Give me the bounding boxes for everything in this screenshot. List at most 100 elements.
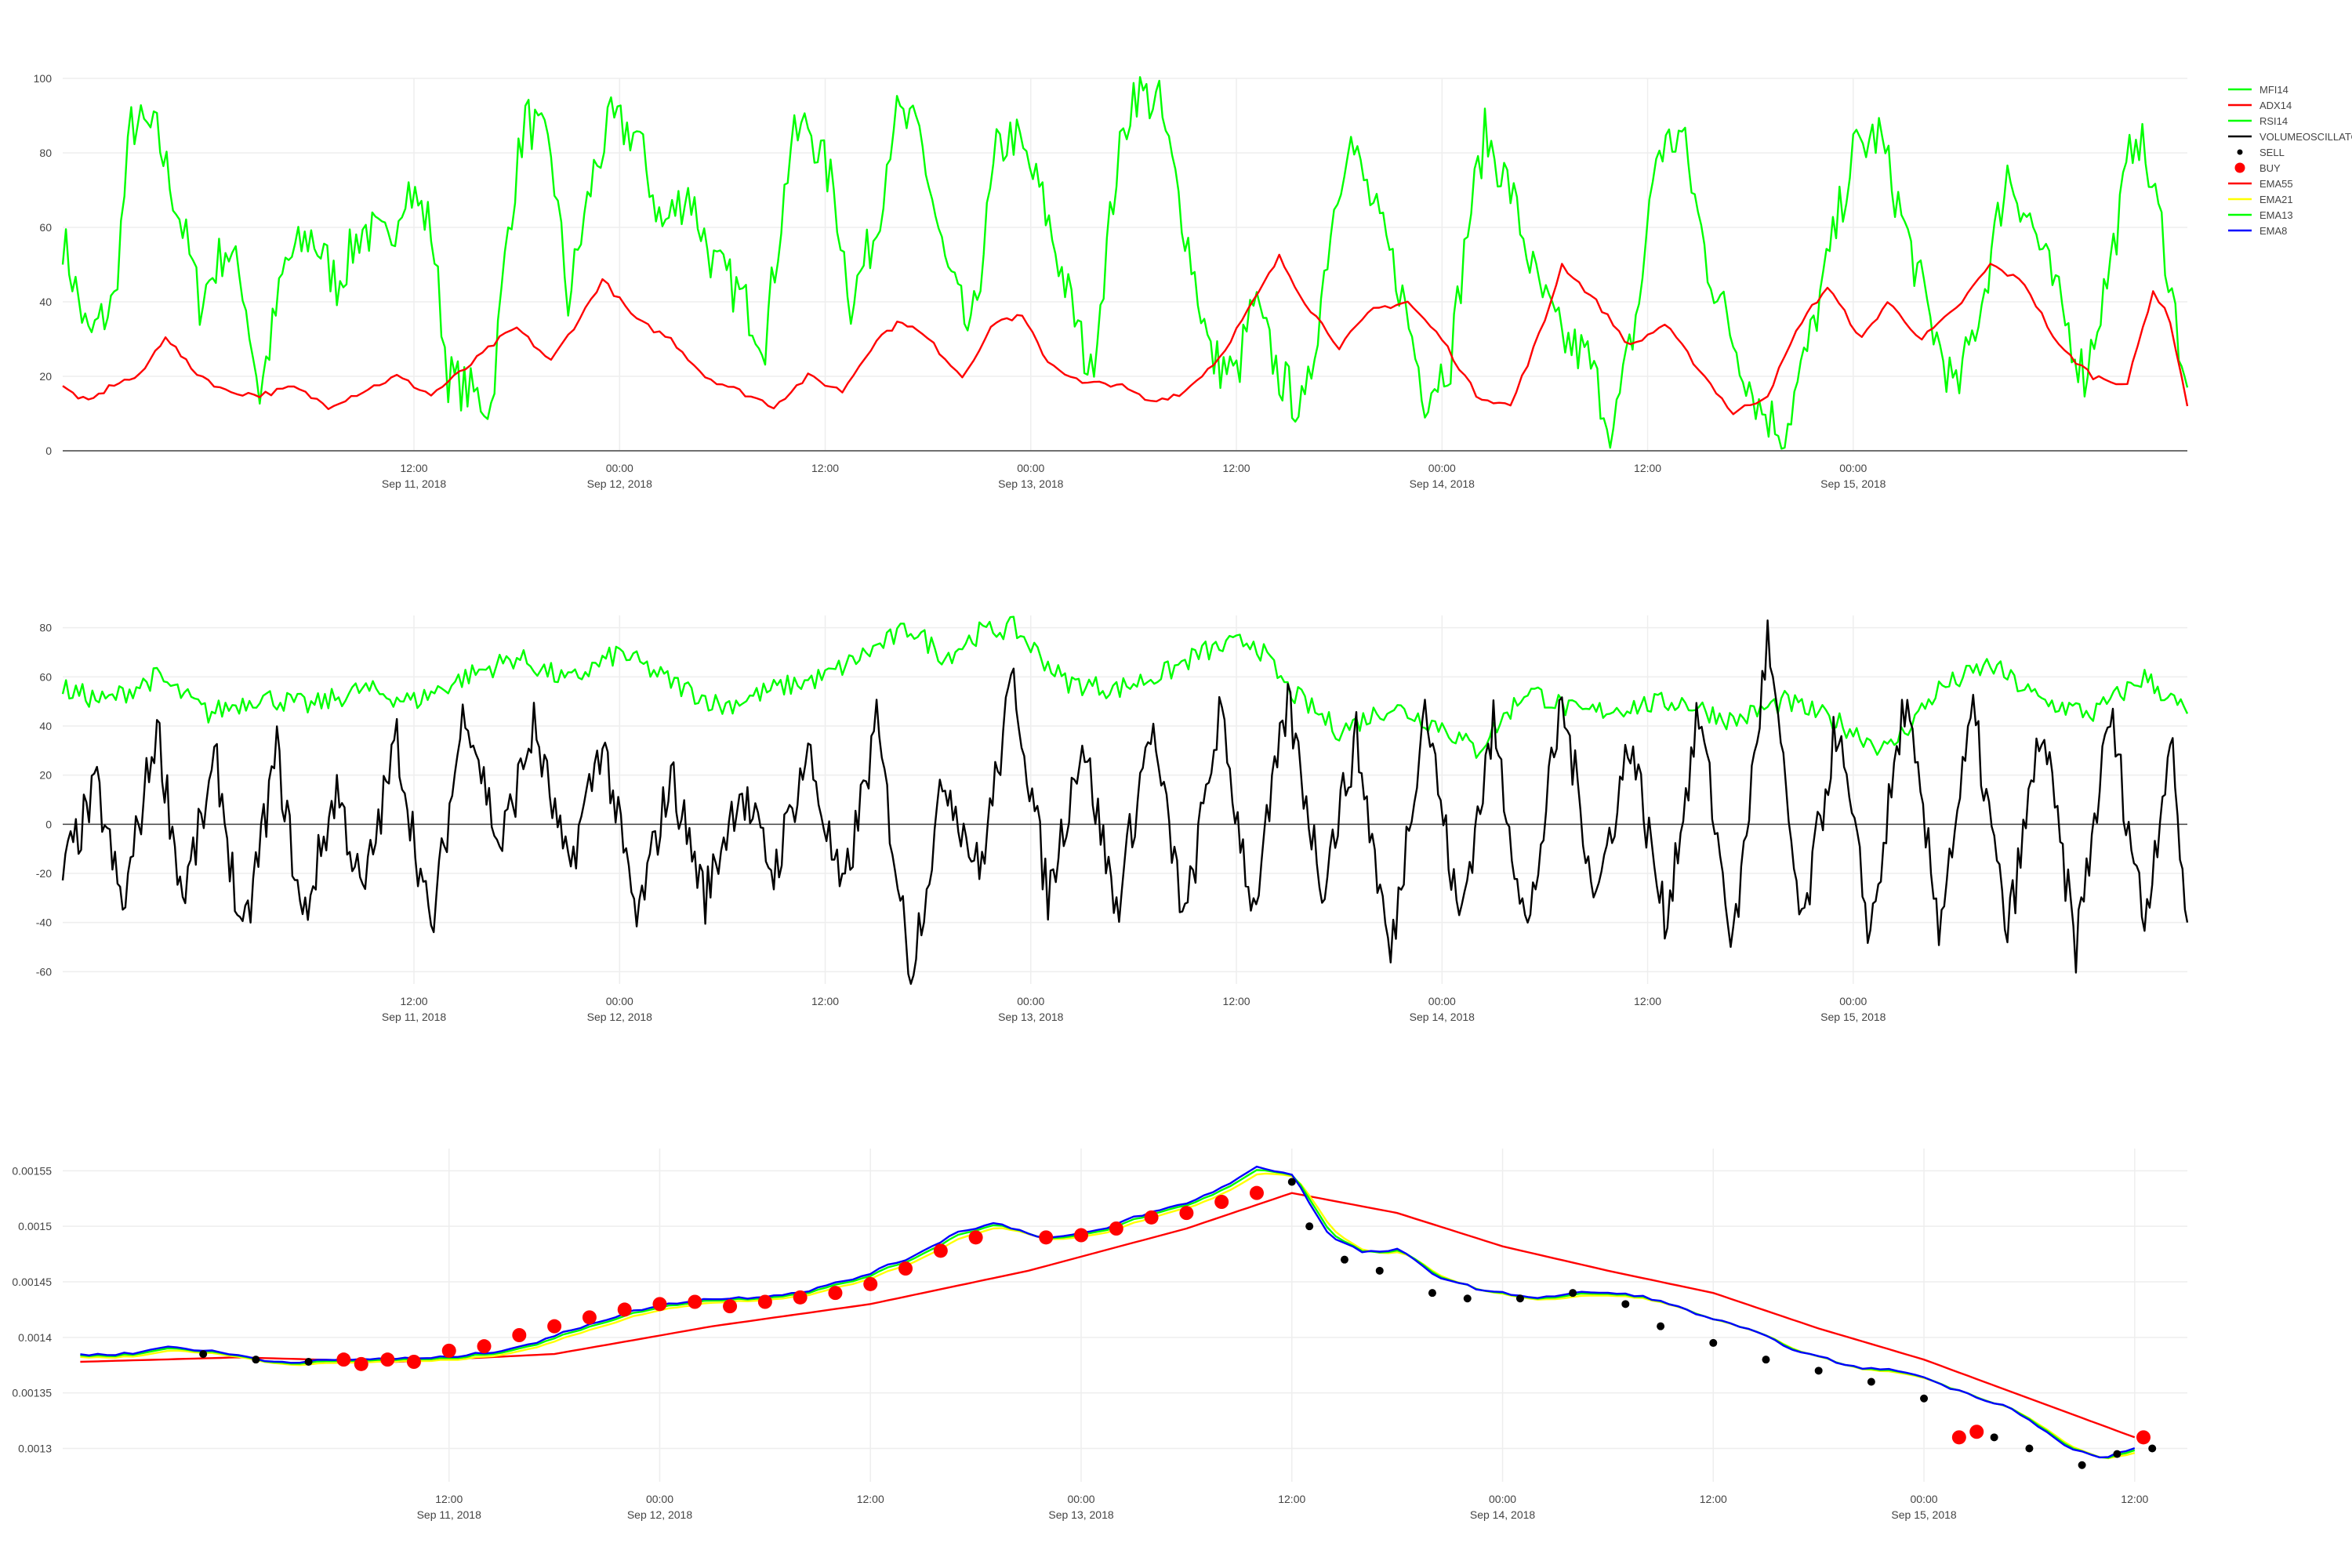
chart-panel-3: 0.0013 0.00135 0.0014 0.00145 0.0015 0.00155 1… bbox=[12, 1149, 2187, 1521]
x-tick-label: 12:00 bbox=[1223, 995, 1250, 1007]
sell-marker bbox=[2078, 1461, 2086, 1469]
legend-item-rsi14[interactable]: RSI14 bbox=[2228, 115, 2288, 127]
x-tick-date-label: Sep 15, 2018 bbox=[1891, 1508, 1957, 1521]
x-tick-label: 12:00 bbox=[811, 462, 839, 474]
x-tick-label: 00:00 bbox=[1489, 1493, 1516, 1505]
sell-marker bbox=[1621, 1300, 1630, 1308]
y-tick-label: 60 bbox=[39, 670, 52, 683]
buy-marker bbox=[1249, 1185, 1264, 1200]
sell-marker bbox=[199, 1350, 208, 1359]
buy-marker bbox=[441, 1343, 456, 1358]
x-tick-date-label: Sep 12, 2018 bbox=[627, 1508, 693, 1521]
x-tick-label: 00:00 bbox=[1428, 995, 1456, 1007]
x-tick-label: 00:00 bbox=[1017, 995, 1044, 1007]
x-tick-date-label: Sep 11, 2018 bbox=[417, 1508, 481, 1521]
x-tick-label: 00:00 bbox=[1911, 1493, 1938, 1505]
legend-item-mfi14[interactable]: MFI14 bbox=[2228, 84, 2288, 96]
buy-marker bbox=[828, 1286, 843, 1301]
buy-marker bbox=[1179, 1206, 1194, 1221]
y-tick-label: 0 bbox=[45, 818, 52, 830]
x-tick-label: 00:00 bbox=[606, 995, 633, 1007]
sell-marker bbox=[2113, 1450, 2122, 1458]
x-tick-label: 12:00 bbox=[1278, 1493, 1305, 1505]
x-tick-label: 12:00 bbox=[401, 995, 428, 1007]
x-tick-date-label: Sep 13, 2018 bbox=[998, 477, 1064, 490]
legend-label: SELL bbox=[2259, 147, 2285, 158]
y-tick-label: -40 bbox=[36, 916, 52, 929]
x-tick-date-label: Sep 11, 2018 bbox=[382, 1011, 446, 1023]
x-tick-date-label: Sep 13, 2018 bbox=[1048, 1508, 1114, 1521]
legend-swatch bbox=[2234, 162, 2245, 173]
chart-panel-1: 0 20 40 60 80 100 12:00 Sep 11, 2018 00:00 Sep 12… bbox=[34, 72, 2189, 490]
legend-swatch bbox=[2237, 149, 2243, 155]
legend-label: ADX14 bbox=[2259, 100, 2292, 111]
series-line-ema13 bbox=[80, 1169, 2136, 1459]
sell-marker bbox=[1920, 1394, 1929, 1403]
y-tick-label: 0.0013 bbox=[18, 1443, 52, 1455]
legend-item-ema13[interactable]: EMA13 bbox=[2228, 209, 2293, 221]
x-tick-date-label: Sep 15, 2018 bbox=[1820, 1011, 1886, 1023]
sell-marker bbox=[1762, 1356, 1770, 1364]
sell-marker bbox=[1515, 1294, 1524, 1303]
x-tick-label: 12:00 bbox=[1223, 462, 1250, 474]
series-line-ema21 bbox=[80, 1172, 2136, 1460]
x-tick-label: 12:00 bbox=[811, 995, 839, 1007]
x-tick-label: 12:00 bbox=[2121, 1493, 2148, 1505]
x-tick-label: 00:00 bbox=[1017, 462, 1044, 474]
x-tick-date-label: Sep 12, 2018 bbox=[587, 1011, 653, 1023]
legend-item-volumeoscillator[interactable]: VOLUMEOSCILLATOR bbox=[2228, 131, 2352, 143]
y-tick-label: 20 bbox=[39, 370, 52, 383]
legend-item-ema21[interactable]: EMA21 bbox=[2228, 194, 2293, 205]
legend[interactable]: MFI14 ADX14 RSI14 VOLUMEOSCILLATOR SELL BUY EM… bbox=[2228, 84, 2352, 237]
buy-marker bbox=[617, 1302, 632, 1317]
series-line-adx14 bbox=[62, 253, 2189, 416]
y-tick-label: 40 bbox=[39, 296, 52, 308]
sell-marker bbox=[1569, 1289, 1577, 1298]
x-tick-date-label: Sep 11, 2018 bbox=[382, 477, 446, 490]
sell-marker bbox=[2148, 1444, 2157, 1453]
sell-marker bbox=[1990, 1433, 1998, 1442]
y-tick-label: 100 bbox=[34, 72, 53, 85]
legend-label: MFI14 bbox=[2259, 84, 2288, 96]
y-tick-label: 60 bbox=[39, 221, 52, 234]
sell-marker bbox=[1657, 1322, 1665, 1330]
legend-label: RSI14 bbox=[2259, 115, 2288, 127]
y-tick-label: -20 bbox=[36, 867, 52, 880]
legend-item-ema55[interactable]: EMA55 bbox=[2228, 178, 2293, 190]
legend-item-buy[interactable]: BUY bbox=[2234, 162, 2281, 174]
sell-marker bbox=[1340, 1255, 1348, 1264]
x-tick-label: 00:00 bbox=[1839, 462, 1867, 474]
y-tick-label: 40 bbox=[39, 720, 52, 732]
x-tick-label: 12:00 bbox=[857, 1493, 884, 1505]
x-tick-date-label: Sep 13, 2018 bbox=[998, 1011, 1064, 1023]
y-tick-label: 0 bbox=[45, 445, 52, 457]
legend-label: EMA55 bbox=[2259, 178, 2293, 190]
legend-item-sell[interactable]: SELL bbox=[2237, 147, 2285, 158]
legend-item-ema8[interactable]: EMA8 bbox=[2228, 225, 2287, 237]
sell-marker bbox=[1428, 1289, 1436, 1298]
buy-marker bbox=[933, 1243, 948, 1258]
x-tick-label: 00:00 bbox=[1428, 462, 1456, 474]
series-line-ema8 bbox=[80, 1165, 2136, 1459]
x-tick-label: 00:00 bbox=[1839, 995, 1867, 1007]
y-tick-label: 80 bbox=[39, 622, 52, 634]
x-tick-date-label: Sep 14, 2018 bbox=[1410, 1011, 1475, 1023]
sell-marker bbox=[252, 1356, 260, 1364]
x-tick-label: 00:00 bbox=[606, 462, 633, 474]
series-line-rsi14 bbox=[61, 615, 2189, 759]
legend-label: EMA21 bbox=[2259, 194, 2293, 205]
legend-item-adx14[interactable]: ADX14 bbox=[2228, 100, 2292, 111]
buy-marker bbox=[1109, 1221, 1123, 1236]
buy-marker bbox=[406, 1355, 421, 1369]
buy-marker bbox=[354, 1356, 368, 1371]
buy-marker bbox=[1074, 1228, 1089, 1243]
legend-label: VOLUMEOSCILLATOR bbox=[2259, 131, 2352, 143]
x-tick-label: 12:00 bbox=[435, 1493, 463, 1505]
buy-marker bbox=[477, 1339, 492, 1354]
y-tick-label: 0.0015 bbox=[18, 1220, 52, 1232]
legend-label: EMA13 bbox=[2259, 209, 2293, 221]
buy-marker bbox=[863, 1276, 878, 1291]
x-tick-label: 12:00 bbox=[1700, 1493, 1727, 1505]
x-tick-label: 00:00 bbox=[1067, 1493, 1094, 1505]
